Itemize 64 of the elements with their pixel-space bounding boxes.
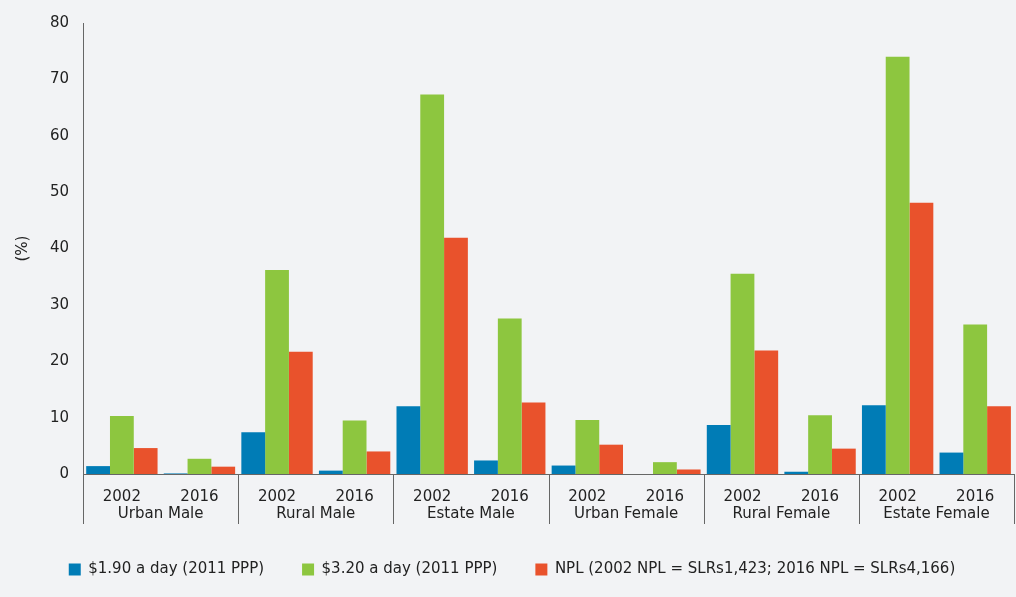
x-tick-label: 2002: [878, 486, 917, 505]
text: Estate Male: [427, 503, 515, 522]
bar: [444, 237, 468, 474]
bar: [730, 273, 755, 474]
bar: [241, 432, 266, 474]
legend-label: $3.20 a day (2011 PPP): [321, 559, 498, 578]
bar: [653, 462, 677, 474]
bar: [265, 269, 289, 474]
y-tick-label: 30: [49, 294, 70, 313]
bar: [754, 350, 779, 474]
x-tick-label: 2016: [490, 486, 529, 505]
bar: [187, 458, 212, 474]
y-tick-label: 80: [49, 12, 70, 31]
bar: [109, 415, 134, 474]
bar: [885, 56, 910, 474]
y-axis-title: (%): [12, 235, 31, 262]
x-tick-label: 2002: [568, 486, 607, 505]
text: Urban Female: [573, 503, 679, 522]
bar: [342, 420, 367, 474]
y-tick-label: 20: [49, 351, 70, 370]
legend-label: NPL (2002 NPL = SLRs1,423; 2016 NPL = SLRs4,166): [554, 559, 956, 578]
x-tick-label: 2002: [723, 486, 762, 505]
y-tick-label: 60: [49, 125, 70, 144]
x-tick-label: 2002: [257, 486, 297, 505]
bar: [288, 351, 313, 474]
x-tick-label: 2002: [413, 486, 452, 505]
x-tick-label: 2016: [956, 486, 995, 505]
bar: [497, 318, 522, 474]
y-tick-label: 70: [49, 69, 70, 88]
legend-label: $1.90 a day (2011 PPP): [88, 559, 265, 578]
bar: [987, 406, 1011, 474]
x-tick-label: 2016: [180, 486, 219, 505]
bar: [211, 466, 236, 474]
bar: [676, 469, 701, 474]
bar: [551, 465, 576, 474]
text: Rural Male: [276, 503, 356, 522]
text: Urban Male: [117, 503, 204, 522]
bar: [521, 402, 546, 474]
y-tick-label: 0: [59, 463, 70, 482]
bar: [86, 466, 110, 474]
bar: [939, 452, 964, 474]
bar: [366, 451, 391, 474]
text: Estate Female: [883, 503, 990, 522]
bar: [474, 460, 498, 474]
text: Rural Female: [732, 503, 831, 522]
bar: [599, 444, 624, 474]
bar: [831, 448, 856, 474]
bar: [318, 470, 343, 474]
x-tick-label: 2016: [645, 486, 684, 505]
bar: [963, 324, 988, 474]
y-tick-label: 50: [49, 182, 70, 201]
bar: [808, 415, 832, 474]
bar: [909, 202, 934, 474]
y-tick-label: 10: [49, 407, 70, 426]
bar: [396, 406, 421, 474]
y-tick-label: 40: [49, 238, 70, 257]
x-tick-label: 2016: [800, 486, 840, 505]
bar: [420, 94, 445, 474]
x-tick-label: 2016: [335, 486, 374, 505]
bar: [861, 405, 886, 474]
x-tick-label: 2002: [102, 486, 141, 505]
bar: [706, 424, 731, 474]
bar: [575, 419, 600, 474]
bar: [133, 448, 158, 474]
